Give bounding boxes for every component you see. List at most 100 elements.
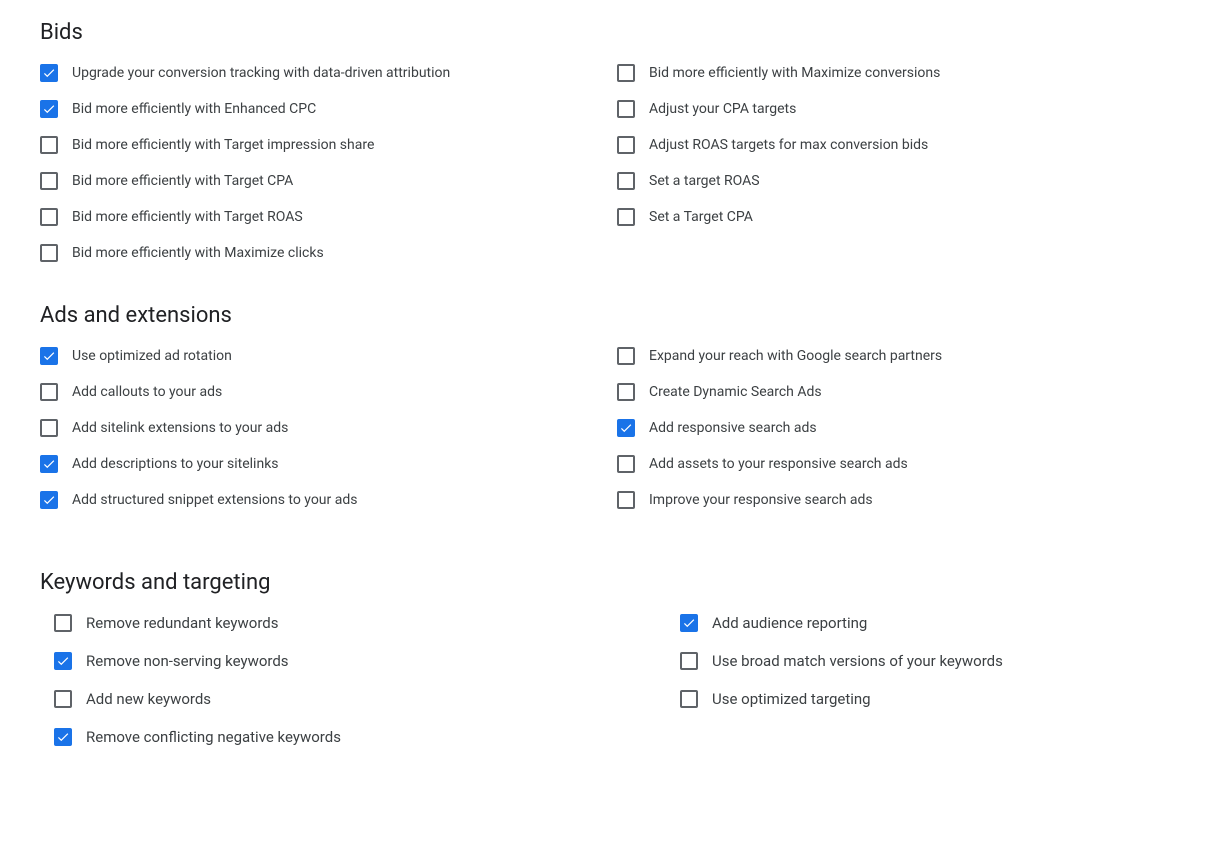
checkbox-row: Set a target ROAS — [617, 171, 1174, 191]
checkbox-row: Improve your responsive search ads — [617, 490, 1174, 510]
check-icon — [42, 66, 56, 80]
checkbox-row: Set a Target CPA — [617, 207, 1174, 227]
checkbox-row: Upgrade your conversion tracking with da… — [40, 63, 597, 83]
checkbox-remove-redundant-keywords[interactable] — [54, 614, 72, 632]
checkbox-row: Add callouts to your ads — [40, 382, 597, 402]
checkbox-label: Bid more efficiently with Enhanced CPC — [72, 99, 316, 119]
checkbox-label: Add callouts to your ads — [72, 382, 222, 402]
checkbox-row: Add descriptions to your sitelinks — [40, 454, 597, 474]
bids-section: Bids Upgrade your conversion tracking wi… — [40, 20, 1174, 263]
checkbox-broad-match-keywords[interactable] — [680, 652, 698, 670]
checkbox-row: Add assets to your responsive search ads — [617, 454, 1174, 474]
checkbox-label: Expand your reach with Google search par… — [649, 346, 942, 366]
checkbox-label: Bid more efficiently with Target impress… — [72, 135, 374, 155]
checkbox-add-sitelink-extensions[interactable] — [40, 419, 58, 437]
checkbox-optimized-targeting[interactable] — [680, 690, 698, 708]
checkbox-label: Use optimized targeting — [712, 689, 871, 709]
checkbox-add-assets-rsa[interactable] — [617, 455, 635, 473]
check-icon — [42, 349, 56, 363]
checkbox-row: Use optimized ad rotation — [40, 346, 597, 366]
ads-section: Ads and extensions Use optimized ad rota… — [40, 303, 1174, 510]
checkbox-label: Remove redundant keywords — [86, 613, 278, 633]
checkbox-label: Add structured snippet extensions to you… — [72, 490, 357, 510]
checkbox-row: Bid more efficiently with Target impress… — [40, 135, 597, 155]
keywords-grid: Remove redundant keywords Remove non-ser… — [40, 613, 1174, 747]
ads-title: Ads and extensions — [40, 303, 1174, 328]
checkbox-label: Upgrade your conversion tracking with da… — [72, 63, 450, 83]
keywords-right-column: Add audience reporting Use broad match v… — [680, 613, 1174, 747]
checkbox-improve-rsa[interactable] — [617, 491, 635, 509]
checkbox-label: Add responsive search ads — [649, 418, 817, 438]
checkbox-label: Add audience reporting — [712, 613, 867, 633]
checkbox-label: Use optimized ad rotation — [72, 346, 232, 366]
checkbox-row: Add structured snippet extensions to you… — [40, 490, 597, 510]
checkbox-row: Bid more efficiently with Target CPA — [40, 171, 597, 191]
checkbox-maximize-clicks[interactable] — [40, 244, 58, 262]
checkbox-row: Adjust your CPA targets — [617, 99, 1174, 119]
checkbox-label: Bid more efficiently with Maximize conve… — [649, 63, 940, 83]
checkbox-label: Improve your responsive search ads — [649, 490, 873, 510]
checkbox-set-target-cpa[interactable] — [617, 208, 635, 226]
checkbox-label: Set a Target CPA — [649, 207, 753, 227]
checkbox-upgrade-conversion-tracking[interactable] — [40, 64, 58, 82]
ads-right-column: Expand your reach with Google search par… — [617, 346, 1174, 510]
checkbox-enhanced-cpc[interactable] — [40, 100, 58, 118]
checkbox-row: Add responsive search ads — [617, 418, 1174, 438]
checkbox-label: Remove conflicting negative keywords — [86, 727, 341, 747]
checkbox-label: Create Dynamic Search Ads — [649, 382, 822, 402]
checkbox-row: Bid more efficiently with Maximize conve… — [617, 63, 1174, 83]
checkbox-add-structured-snippets[interactable] — [40, 491, 58, 509]
checkbox-maximize-conversions[interactable] — [617, 64, 635, 82]
checkbox-add-callouts[interactable] — [40, 383, 58, 401]
checkbox-label: Use broad match versions of your keyword… — [712, 651, 1003, 671]
checkbox-google-search-partners[interactable] — [617, 347, 635, 365]
checkbox-target-cpa[interactable] — [40, 172, 58, 190]
checkbox-row: Bid more efficiently with Enhanced CPC — [40, 99, 597, 119]
checkbox-row: Remove conflicting negative keywords — [40, 727, 620, 747]
check-icon — [682, 616, 696, 630]
checkbox-optimized-ad-rotation[interactable] — [40, 347, 58, 365]
check-icon — [56, 730, 70, 744]
check-icon — [56, 654, 70, 668]
checkbox-remove-nonserving-keywords[interactable] — [54, 652, 72, 670]
check-icon — [619, 421, 633, 435]
checkbox-add-new-keywords[interactable] — [54, 690, 72, 708]
check-icon — [42, 493, 56, 507]
checkbox-label: Bid more efficiently with Target ROAS — [72, 207, 303, 227]
checkbox-dynamic-search-ads[interactable] — [617, 383, 635, 401]
check-icon — [42, 457, 56, 471]
checkbox-label: Bid more efficiently with Target CPA — [72, 171, 293, 191]
checkbox-label: Add descriptions to your sitelinks — [72, 454, 279, 474]
checkbox-row: Use optimized targeting — [680, 689, 1174, 709]
checkbox-target-impression-share[interactable] — [40, 136, 58, 154]
ads-left-column: Use optimized ad rotation Add callouts t… — [40, 346, 597, 510]
checkbox-label: Add sitelink extensions to your ads — [72, 418, 288, 438]
checkbox-adjust-roas-targets[interactable] — [617, 136, 635, 154]
keywords-section: Keywords and targeting Remove redundant … — [40, 570, 1174, 747]
keywords-left-column: Remove redundant keywords Remove non-ser… — [40, 613, 620, 747]
checkbox-row: Remove redundant keywords — [40, 613, 620, 633]
bids-left-column: Upgrade your conversion tracking with da… — [40, 63, 597, 263]
checkbox-label: Add new keywords — [86, 689, 211, 709]
bids-right-column: Bid more efficiently with Maximize conve… — [617, 63, 1174, 263]
bids-title: Bids — [40, 20, 1174, 45]
checkbox-row: Add audience reporting — [680, 613, 1174, 633]
ads-grid: Use optimized ad rotation Add callouts t… — [40, 346, 1174, 510]
checkbox-row: Expand your reach with Google search par… — [617, 346, 1174, 366]
checkbox-label: Add assets to your responsive search ads — [649, 454, 908, 474]
checkbox-adjust-cpa-targets[interactable] — [617, 100, 635, 118]
checkbox-label: Set a target ROAS — [649, 171, 760, 191]
bids-grid: Upgrade your conversion tracking with da… — [40, 63, 1174, 263]
checkbox-remove-conflicting-negatives[interactable] — [54, 728, 72, 746]
checkbox-set-target-roas[interactable] — [617, 172, 635, 190]
checkbox-add-descriptions-sitelinks[interactable] — [40, 455, 58, 473]
checkbox-row: Adjust ROAS targets for max conversion b… — [617, 135, 1174, 155]
checkbox-row: Use broad match versions of your keyword… — [680, 651, 1174, 671]
checkbox-add-audience-reporting[interactable] — [680, 614, 698, 632]
checkbox-target-roas[interactable] — [40, 208, 58, 226]
checkbox-responsive-search-ads[interactable] — [617, 419, 635, 437]
checkbox-label: Remove non-serving keywords — [86, 651, 289, 671]
checkbox-label: Adjust ROAS targets for max conversion b… — [649, 135, 928, 155]
checkbox-row: Bid more efficiently with Target ROAS — [40, 207, 597, 227]
checkbox-row: Remove non-serving keywords — [40, 651, 620, 671]
